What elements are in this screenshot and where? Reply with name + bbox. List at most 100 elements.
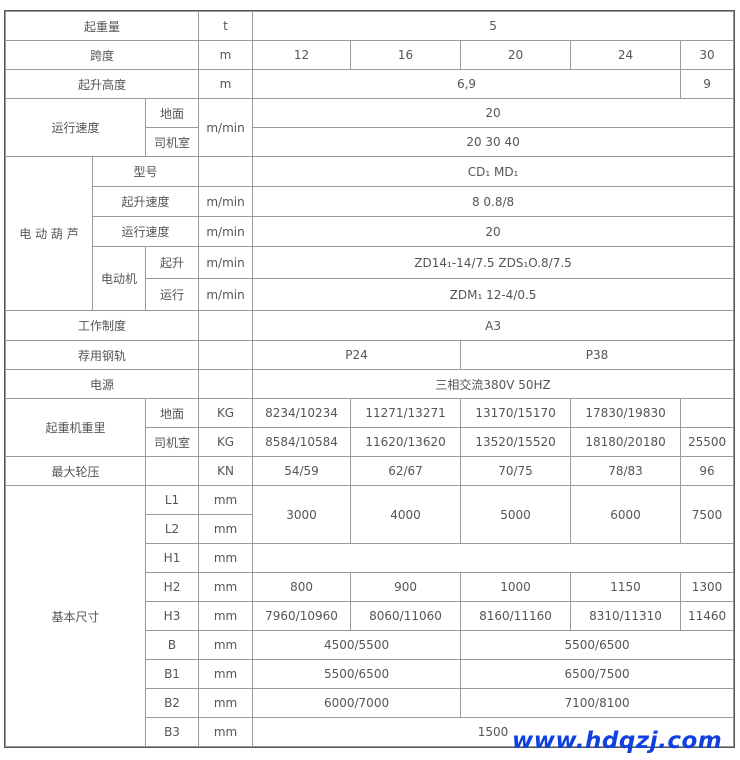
table-cell: KG xyxy=(198,398,254,428)
table-row: 电源 三相交流380V 50HZ xyxy=(4,369,735,399)
table-cell: 5000 xyxy=(460,485,572,544)
table-cell: 11460 xyxy=(680,601,735,631)
table-cell: 基本尺寸 xyxy=(5,485,146,747)
table-cell: mm xyxy=(198,630,254,660)
table-cell: B xyxy=(144,630,200,660)
table-cell: 800 xyxy=(252,572,352,602)
table-cell: 起升速度 xyxy=(91,186,200,217)
table-cell: 5 xyxy=(252,11,735,41)
table-cell: 运行 xyxy=(144,278,200,311)
table-cell xyxy=(680,398,735,428)
table-row: L2 mm xyxy=(6,514,734,544)
table-cell: 11620/13620 xyxy=(350,427,462,457)
table-cell: H1 xyxy=(144,543,200,573)
table-cell: 电动机 xyxy=(92,246,146,311)
table-row: 起升速度 m/min 8 0.8/8 xyxy=(6,186,735,217)
table-cell xyxy=(198,369,254,399)
table-row: 起重机重里 地面 KG 8234/10234 11271/13271 13170/1517… xyxy=(5,398,735,457)
table-cell: 70/75 xyxy=(460,456,572,486)
table-cell: 12 xyxy=(252,40,352,70)
table-cell: 起升高度 xyxy=(4,69,200,99)
table-cell: 地面 xyxy=(144,398,200,428)
table-cell: 96 xyxy=(680,456,735,486)
table-cell: m/min xyxy=(198,278,254,311)
table-cell: 1300 xyxy=(680,572,735,602)
table-cell: A3 xyxy=(252,310,735,341)
table-row: 运行 m/min ZDM₁ 12-4/0.5 xyxy=(6,278,735,311)
table-cell: 7960/10960 xyxy=(252,601,352,631)
table-cell: 运行速度 xyxy=(5,98,146,157)
table-cell: 24 xyxy=(570,40,682,70)
table-cell: KN xyxy=(198,456,254,486)
table-cell: 4500/5500 xyxy=(252,630,462,660)
table-cell: t xyxy=(198,11,254,41)
table-cell: 25500 xyxy=(680,427,735,457)
table-cell: 5500/6500 xyxy=(252,659,462,689)
table-row: 基本尺寸 L1 mm 3000 4000 5000 6000 7500 xyxy=(5,485,735,747)
table-cell: 16 xyxy=(350,40,462,70)
table-cell: m/min xyxy=(198,186,254,217)
table-cell: 工作制度 xyxy=(4,310,200,341)
table-row: 运行速度 m/min 20 xyxy=(6,216,735,247)
table-cell: L1 xyxy=(144,485,200,515)
table-cell: 4000 xyxy=(350,485,462,544)
table-cell: m/min xyxy=(198,246,254,279)
table-row: 起升高度 m 6,9 9 xyxy=(4,69,735,99)
table-cell: 地面 xyxy=(144,98,200,128)
table-cell: 司机室 xyxy=(144,127,200,157)
table-cell: 17830/19830 xyxy=(570,398,682,428)
table-cell: m xyxy=(198,40,254,70)
table-cell: ZD14₁-14/7.5 ZDS₁O.8/7.5 xyxy=(252,246,735,279)
table-cell: 18180/20180 xyxy=(570,427,682,457)
table-cell: B2 xyxy=(144,688,200,718)
table-cell: 1500 xyxy=(252,717,735,747)
table-row: 最大轮压 KN 54/59 62/67 70/75 78/83 96 xyxy=(5,456,735,486)
table-row: H3 mm 7960/10960 8060/11060 8160/11160 8310/1… xyxy=(6,601,735,631)
table-cell: 20 xyxy=(460,40,572,70)
table-cell: mm xyxy=(198,485,254,515)
table-cell: mm xyxy=(198,688,254,718)
table-cell: L2 xyxy=(144,514,200,544)
table-row: B3 mm 1500 xyxy=(6,717,735,747)
table-cell: 9 xyxy=(680,69,735,99)
table-cell: 11271/13271 xyxy=(350,398,462,428)
table-cell: mm xyxy=(198,572,254,602)
table-cell: 1000 xyxy=(460,572,572,602)
table-cell: 8 0.8/8 xyxy=(252,186,735,217)
spec-table: 起重量 t 5 跨度 m 12 16 20 24 30 起升高度 m 6,9 9 运行速度 地面 m/min 20… xyxy=(3,10,736,748)
table-row: B2 mm 6000/7000 7100/8100 xyxy=(6,688,735,718)
table-cell: 7500 xyxy=(680,485,735,544)
table-cell: P38 xyxy=(460,340,735,370)
table-cell: mm xyxy=(198,659,254,689)
table-cell: 900 xyxy=(350,572,462,602)
table-cell: mm xyxy=(198,514,254,544)
table-row: 运行速度 地面 m/min 20 xyxy=(5,98,735,157)
table-cell: B3 xyxy=(144,717,200,747)
table-cell: 20 xyxy=(252,98,735,128)
table-cell: 62/67 xyxy=(350,456,462,486)
table-cell: 型号 xyxy=(91,156,200,187)
table-cell: 三相交流380V 50HZ xyxy=(252,369,735,399)
table-cell xyxy=(252,543,735,573)
table-cell: 20 30 40 xyxy=(252,127,735,157)
table-cell: CD₁ MD₁ xyxy=(252,156,735,187)
table-cell: B1 xyxy=(144,659,200,689)
table-cell: 3000 xyxy=(252,485,352,544)
table-cell: m/min xyxy=(198,216,254,247)
table-cell: 6000/7000 xyxy=(252,688,462,718)
table-cell: 起升 xyxy=(144,246,200,279)
table-cell: 78/83 xyxy=(570,456,682,486)
table-cell: H2 xyxy=(144,572,200,602)
table-cell: 8584/10584 xyxy=(252,427,352,457)
table-cell: 13520/15520 xyxy=(460,427,572,457)
table-cell: 8160/11160 xyxy=(460,601,572,631)
table-cell: 跨度 xyxy=(4,40,200,70)
table-cell: 1150 xyxy=(570,572,682,602)
table-cell: 20 xyxy=(252,216,735,247)
table-cell xyxy=(198,340,254,370)
table-cell: P24 xyxy=(252,340,462,370)
table-cell: KG xyxy=(198,427,254,457)
table-cell: mm xyxy=(198,601,254,631)
table-row: H1 mm xyxy=(6,543,735,573)
table-cell: 5500/6500 xyxy=(460,630,735,660)
